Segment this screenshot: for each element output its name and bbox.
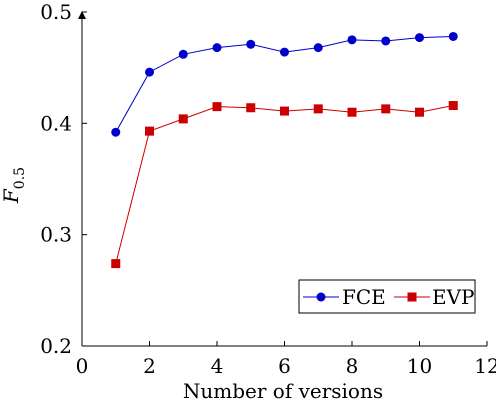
data-point-fce (178, 49, 188, 59)
data-point-evp (246, 103, 256, 113)
data-point-fce (280, 47, 289, 57)
data-point-evp (178, 114, 188, 124)
x-tick-label: 12 (474, 354, 496, 378)
legend: FCE EVP (298, 279, 476, 314)
data-point-fce (111, 127, 121, 137)
data-point-fce (145, 67, 154, 77)
legend-label-fce: FCE (342, 285, 386, 309)
x-tick-label: 0 (76, 354, 89, 378)
data-point-fce (313, 43, 323, 53)
x-tick-label: 6 (278, 354, 291, 378)
y-tick-label: 0.3 (40, 223, 72, 247)
data-point-evp (347, 107, 357, 117)
legend-label-evp: EVP (432, 285, 475, 309)
y-axis-arrow (78, 11, 86, 19)
y-tick-label: 0.5 (40, 0, 72, 24)
ticks: 0 2 4 6 8 10 12 0.2 0.3 0.4 0.5 (40, 0, 496, 378)
data-point-fce (381, 36, 391, 46)
series-line-evp (115, 105, 454, 264)
x-axis-label: Number of versions (183, 379, 383, 400)
data-point-evp (212, 102, 222, 112)
series-group (111, 31, 458, 269)
y-axis-label-subscript: 0.5 (12, 167, 28, 189)
y-axis-label: F0.5 (0, 167, 28, 204)
data-point-evp (381, 104, 391, 114)
y-tick-label: 0.4 (40, 111, 72, 135)
x-tick-label: 2 (143, 354, 156, 378)
x-tick-label: 8 (346, 354, 359, 378)
data-point-fce (347, 35, 357, 45)
data-point-fce (448, 31, 458, 41)
data-point-evp (313, 104, 323, 114)
data-point-fce (415, 33, 424, 43)
data-point-evp (280, 106, 289, 116)
data-point-fce (246, 39, 256, 49)
y-tick-label: 0.2 (40, 334, 72, 358)
legend-marker-evp (407, 292, 417, 302)
y-axis-label-main: F (0, 188, 23, 204)
data-point-evp (415, 107, 424, 117)
data-point-evp (145, 126, 154, 136)
legend-marker-fce (316, 292, 326, 302)
series-fce (111, 31, 458, 137)
series-evp (111, 101, 458, 269)
data-point-fce (212, 43, 222, 53)
x-tick-label: 10 (407, 354, 432, 378)
data-point-evp (111, 259, 121, 269)
x-tick-label: 4 (211, 354, 224, 378)
data-point-evp (448, 101, 458, 111)
